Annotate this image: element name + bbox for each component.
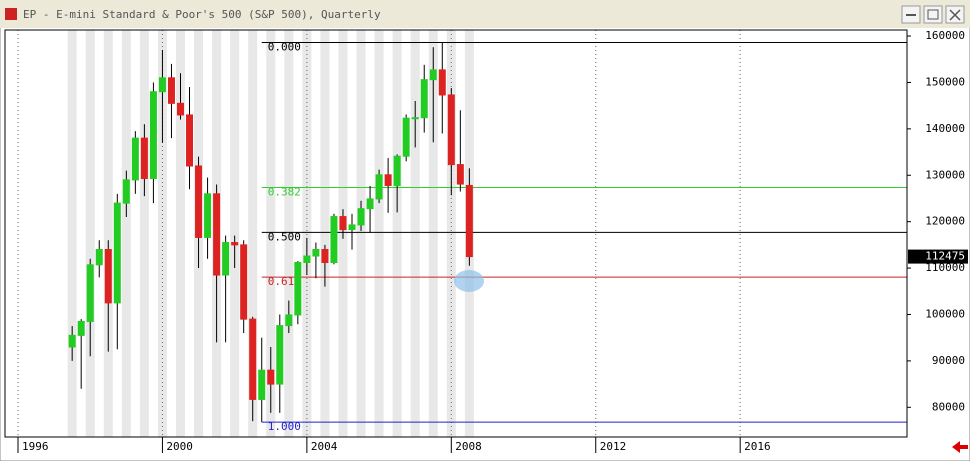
y-tick-label: 80000 xyxy=(932,400,965,413)
quarter-stripe xyxy=(121,30,131,437)
candle-body xyxy=(348,224,356,231)
quarter-stripe xyxy=(139,30,149,437)
candle-body xyxy=(411,117,419,120)
plot-area: 0.000 0.382 0.500 0.618 1.000 xyxy=(17,30,907,437)
candle-body xyxy=(122,179,130,204)
y-tick-label: 130000 xyxy=(925,168,965,181)
candle-body xyxy=(330,216,338,264)
candle-body xyxy=(213,193,221,276)
candle-body xyxy=(186,114,194,167)
title-bar xyxy=(0,0,970,28)
quarter-stripe xyxy=(230,30,240,437)
quarter-stripe xyxy=(67,30,77,437)
candle-body xyxy=(303,255,311,264)
candle-body xyxy=(420,79,428,119)
last-price-label: 112475 xyxy=(925,250,965,263)
x-tick-label: 2012 xyxy=(600,440,627,453)
candle-body xyxy=(176,102,184,116)
candle-body xyxy=(167,77,175,104)
candle-body xyxy=(258,369,266,400)
candle-body xyxy=(240,244,248,320)
quarter-stripe xyxy=(356,30,366,437)
quarter-stripe xyxy=(320,30,330,437)
candle-body xyxy=(231,242,239,246)
quarter-stripe xyxy=(284,30,294,437)
fib-label: 0.382 xyxy=(268,186,301,199)
candle-body xyxy=(357,208,365,226)
candle-body xyxy=(447,94,455,166)
candle-body xyxy=(276,325,284,385)
candle-body xyxy=(149,91,157,180)
candle-body xyxy=(366,198,374,210)
candle-body xyxy=(68,334,76,348)
candle-body xyxy=(140,137,148,180)
y-tick-label: 140000 xyxy=(925,122,965,135)
plot-border xyxy=(4,29,908,438)
y-tick-label: 110000 xyxy=(925,261,965,274)
fib-label: 0.500 xyxy=(268,230,301,243)
candle-body xyxy=(375,174,383,200)
candle-body xyxy=(131,137,139,181)
candle-body xyxy=(429,69,437,81)
close-glyph xyxy=(949,9,961,21)
quarter-stripe xyxy=(103,30,113,437)
candle-body xyxy=(195,165,203,238)
window-title: EP - E-mini Standard & Poor's 500 (S&P 5… xyxy=(23,8,381,21)
candle-body xyxy=(104,249,112,304)
maximize-glyph xyxy=(927,9,939,20)
x-tick-label: 2004 xyxy=(311,440,338,453)
candle-body xyxy=(267,369,275,385)
candle-body xyxy=(456,164,464,185)
candle-body xyxy=(402,117,410,157)
y-tick-label: 120000 xyxy=(925,215,965,228)
quarter-stripe xyxy=(85,30,95,437)
y-tick-label: 160000 xyxy=(925,29,965,42)
window-icon xyxy=(5,8,17,20)
candle-body xyxy=(393,155,401,186)
fib-label: 1.000 xyxy=(268,420,301,433)
fib-label: 0.000 xyxy=(268,41,301,54)
quarter-stripe xyxy=(446,30,456,437)
candle-body xyxy=(312,249,320,257)
quarter-stripe xyxy=(157,30,167,437)
candle-body xyxy=(294,262,302,316)
candle-body xyxy=(113,202,121,304)
candle-body xyxy=(465,184,473,258)
candle-body xyxy=(86,264,94,322)
quarter-stripe xyxy=(266,30,276,437)
candle-body xyxy=(321,249,329,264)
candle-body xyxy=(222,242,230,276)
scroll-arrow[interactable] xyxy=(952,441,968,453)
last-price-box xyxy=(908,249,968,264)
x-tick-label: 2016 xyxy=(744,440,771,453)
quarter-stripe xyxy=(248,30,258,437)
candle-body xyxy=(384,174,392,186)
candle-body xyxy=(77,320,85,336)
fib-label: 0.618 xyxy=(268,275,301,288)
y-tick-label: 100000 xyxy=(925,307,965,320)
quarter-stripe xyxy=(428,30,438,437)
quarter-stripe xyxy=(302,30,312,437)
candle-body xyxy=(249,318,257,400)
x-tick-label: 2000 xyxy=(166,440,193,453)
maximize-button[interactable] xyxy=(923,5,943,24)
quarter-stripe xyxy=(374,30,384,437)
quarter-stripe xyxy=(392,30,402,437)
candle-body xyxy=(95,249,103,266)
y-tick-label: 90000 xyxy=(932,354,965,367)
candle-body xyxy=(285,314,293,327)
x-tick-label: 1996 xyxy=(22,440,49,453)
highlight-circle xyxy=(454,270,484,292)
candle-body xyxy=(158,77,166,93)
x-tick-label: 2008 xyxy=(455,440,482,453)
candle-body xyxy=(204,193,212,238)
candle-body xyxy=(438,69,446,96)
quarter-stripe xyxy=(175,30,186,437)
quarter-stripe xyxy=(410,30,420,437)
candle-body xyxy=(339,216,347,231)
y-tick-label: 150000 xyxy=(925,75,965,88)
